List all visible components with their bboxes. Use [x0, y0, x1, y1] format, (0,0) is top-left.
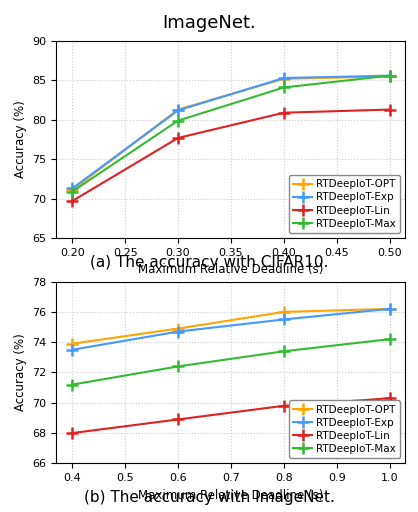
RTDeepIoT-Max — [387, 336, 392, 342]
Line: RTDeepIoT-Lin: RTDeepIoT-Lin — [67, 393, 395, 439]
RTDeepIoT-Lin — [176, 135, 181, 141]
RTDeepIoT-OPT — [176, 326, 181, 332]
Text: (b) The accuracy with ImageNet.: (b) The accuracy with ImageNet. — [84, 490, 334, 505]
Text: ImageNet.: ImageNet. — [162, 14, 256, 32]
RTDeepIoT-Exp — [176, 329, 181, 335]
RTDeepIoT-OPT — [176, 106, 181, 113]
RTDeepIoT-Exp — [281, 75, 286, 81]
RTDeepIoT-Exp — [70, 347, 75, 353]
Text: (a) The accuracy with CIFAR10.: (a) The accuracy with CIFAR10. — [90, 254, 328, 270]
RTDeepIoT-Exp — [387, 306, 392, 312]
Y-axis label: Accuracy (%): Accuracy (%) — [14, 334, 27, 411]
RTDeepIoT-OPT — [387, 73, 392, 79]
Legend: RTDeepIoT-OPT, RTDeepIoT-Exp, RTDeepIoT-Lin, RTDeepIoT-Max: RTDeepIoT-OPT, RTDeepIoT-Exp, RTDeepIoT-… — [289, 400, 400, 458]
Line: RTDeepIoT-Exp: RTDeepIoT-Exp — [67, 303, 395, 355]
X-axis label: Maximum Relative Deadline (s): Maximum Relative Deadline (s) — [138, 488, 324, 502]
X-axis label: Maximum Relative Deadline (s): Maximum Relative Deadline (s) — [138, 263, 324, 276]
RTDeepIoT-Lin — [176, 416, 181, 422]
RTDeepIoT-OPT — [281, 309, 286, 315]
Legend: RTDeepIoT-OPT, RTDeepIoT-Exp, RTDeepIoT-Lin, RTDeepIoT-Max: RTDeepIoT-OPT, RTDeepIoT-Exp, RTDeepIoT-… — [289, 175, 400, 233]
RTDeepIoT-Max — [70, 188, 75, 195]
Y-axis label: Accuracy (%): Accuracy (%) — [14, 101, 27, 178]
RTDeepIoT-OPT — [387, 306, 392, 312]
RTDeepIoT-Max — [176, 364, 181, 370]
RTDeepIoT-Exp — [387, 73, 392, 79]
RTDeepIoT-Exp — [281, 316, 286, 323]
RTDeepIoT-Max — [281, 348, 286, 354]
RTDeepIoT-Max — [387, 73, 392, 79]
RTDeepIoT-Exp — [176, 108, 181, 114]
Line: RTDeepIoT-Max: RTDeepIoT-Max — [67, 334, 395, 390]
Line: RTDeepIoT-Exp: RTDeepIoT-Exp — [67, 70, 395, 194]
Line: RTDeepIoT-Lin: RTDeepIoT-Lin — [67, 104, 395, 206]
RTDeepIoT-Lin — [281, 403, 286, 409]
RTDeepIoT-Lin — [70, 198, 75, 204]
RTDeepIoT-OPT — [70, 340, 75, 347]
RTDeepIoT-Exp — [70, 185, 75, 191]
RTDeepIoT-Max — [176, 118, 181, 124]
RTDeepIoT-Lin — [70, 430, 75, 436]
RTDeepIoT-Max — [281, 84, 286, 91]
RTDeepIoT-Lin — [387, 395, 392, 401]
RTDeepIoT-Max — [70, 381, 75, 388]
RTDeepIoT-Lin — [387, 106, 392, 113]
Line: RTDeepIoT-OPT: RTDeepIoT-OPT — [67, 71, 395, 196]
RTDeepIoT-OPT — [281, 76, 286, 82]
Line: RTDeepIoT-Max: RTDeepIoT-Max — [67, 70, 395, 197]
RTDeepIoT-OPT — [70, 187, 75, 193]
RTDeepIoT-Lin — [281, 110, 286, 116]
Line: RTDeepIoT-OPT: RTDeepIoT-OPT — [67, 303, 395, 349]
